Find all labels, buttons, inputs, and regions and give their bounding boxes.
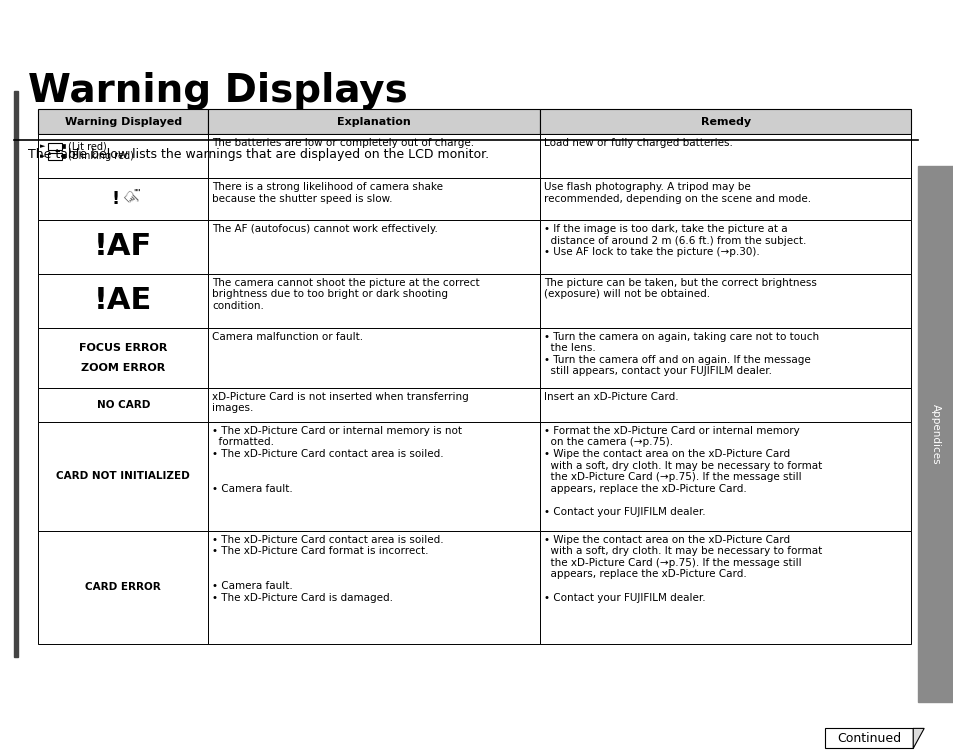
Bar <box>38 134 208 178</box>
Text: • The xD-Picture Card contact area is soiled.
• The xD-Picture Card format is in: • The xD-Picture Card contact area is so… <box>213 535 443 602</box>
Text: ►: ► <box>40 143 45 149</box>
Text: CARD NOT INITIALIZED: CARD NOT INITIALIZED <box>56 471 190 481</box>
Text: NO CARD: NO CARD <box>96 399 150 410</box>
Text: The camera cannot shoot the picture at the correct
brightness due to too bright : The camera cannot shoot the picture at t… <box>213 278 479 311</box>
Text: Load new or fully charged batteries.: Load new or fully charged batteries. <box>543 138 732 149</box>
Text: Warning Displays: Warning Displays <box>28 72 407 109</box>
Text: ►: ► <box>40 153 45 159</box>
Text: The AF (autofocus) cannot work effectively.: The AF (autofocus) cannot work effective… <box>213 224 437 234</box>
Bar <box>62 155 65 159</box>
Text: • Turn the camera on again, taking care not to touch
  the lens.
• Turn the came: • Turn the camera on again, taking care … <box>543 331 819 377</box>
Bar <box>38 220 208 274</box>
Bar <box>38 531 208 644</box>
Text: ☞: ☞ <box>117 187 141 211</box>
Bar <box>539 109 910 134</box>
Text: (Blinking red): (Blinking red) <box>68 152 133 162</box>
Text: !: ! <box>112 190 119 208</box>
Bar <box>539 134 910 178</box>
Text: ZOOM ERROR: ZOOM ERROR <box>81 362 165 373</box>
Text: !AE: !AE <box>94 286 152 316</box>
Text: "": "" <box>133 189 141 198</box>
Bar <box>208 274 539 328</box>
Bar <box>539 328 910 387</box>
Text: Use flash photography. A tripod may be
recommended, depending on the scene and m: Use flash photography. A tripod may be r… <box>543 183 810 204</box>
Bar <box>208 220 539 274</box>
Bar <box>539 274 910 328</box>
Bar <box>48 153 62 160</box>
Text: Continued: Continued <box>837 732 901 745</box>
Bar <box>38 422 208 531</box>
Text: xD-Picture Card is not inserted when transferring
images.: xD-Picture Card is not inserted when tra… <box>213 392 469 413</box>
Text: Insert an xD-Picture Card.: Insert an xD-Picture Card. <box>543 392 678 402</box>
Text: • If the image is too dark, take the picture at a
  distance of around 2 m (6.6 : • If the image is too dark, take the pic… <box>543 224 805 257</box>
Text: Appendices: Appendices <box>930 404 940 464</box>
Text: The batteries are low or completely out of charge.: The batteries are low or completely out … <box>213 138 474 149</box>
Text: Explanation: Explanation <box>337 117 411 127</box>
Bar <box>38 109 208 134</box>
Bar <box>208 178 539 220</box>
Bar <box>208 134 539 178</box>
Bar <box>38 274 208 328</box>
Bar <box>208 328 539 387</box>
Text: Warning Displayed: Warning Displayed <box>65 117 182 127</box>
Bar <box>208 387 539 422</box>
Text: There is a strong likelihood of camera shake
because the shutter speed is slow.: There is a strong likelihood of camera s… <box>213 183 443 204</box>
Bar <box>38 178 208 220</box>
Text: • Format the xD-Picture Card or internal memory
  on the camera (→p.75).
• Wipe : • Format the xD-Picture Card or internal… <box>543 426 821 517</box>
Bar <box>14 91 18 657</box>
Bar <box>539 387 910 422</box>
Bar <box>38 328 208 387</box>
Text: FOCUS ERROR: FOCUS ERROR <box>79 343 168 353</box>
Text: (Lit red): (Lit red) <box>68 141 107 152</box>
Text: 105: 105 <box>873 727 900 741</box>
Bar <box>539 220 910 274</box>
Text: Remedy: Remedy <box>700 117 750 127</box>
Bar <box>48 143 62 150</box>
Bar <box>824 729 912 748</box>
Bar <box>208 422 539 531</box>
Bar <box>208 531 539 644</box>
Text: • Wipe the contact area on the xD-Picture Card
  with a soft, dry cloth. It may : • Wipe the contact area on the xD-Pictur… <box>543 535 821 602</box>
Bar <box>208 109 539 134</box>
Bar <box>539 422 910 531</box>
Bar <box>38 387 208 422</box>
Text: Camera malfunction or fault.: Camera malfunction or fault. <box>213 331 363 342</box>
Text: The table below lists the warnings that are displayed on the LCD monitor.: The table below lists the warnings that … <box>28 148 489 162</box>
Text: • The xD-Picture Card or internal memory is not
  formatted.
• The xD-Picture Ca: • The xD-Picture Card or internal memory… <box>213 426 462 494</box>
Bar <box>62 144 65 149</box>
Text: CARD ERROR: CARD ERROR <box>86 582 161 592</box>
Polygon shape <box>912 729 923 748</box>
Text: !AF: !AF <box>94 233 152 261</box>
Bar <box>539 178 910 220</box>
Bar <box>917 166 953 702</box>
Bar <box>539 531 910 644</box>
Text: The picture can be taken, but the correct brightness
(exposure) will not be obta: The picture can be taken, but the correc… <box>543 278 816 300</box>
